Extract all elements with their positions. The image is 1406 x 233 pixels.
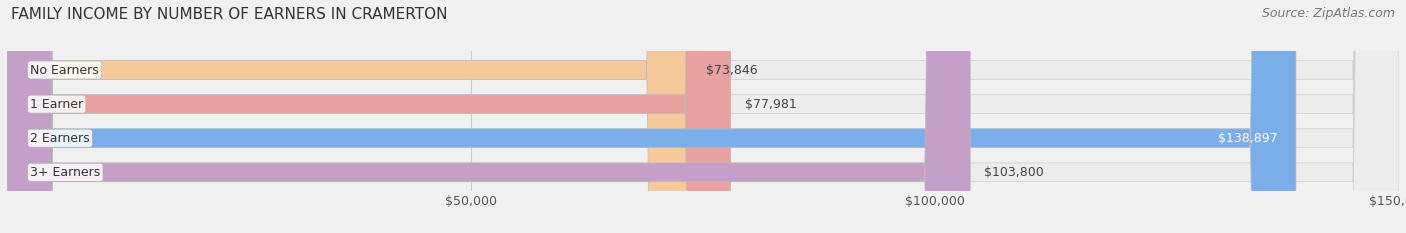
FancyBboxPatch shape	[7, 0, 692, 233]
Text: 3+ Earners: 3+ Earners	[31, 166, 100, 179]
Text: $138,897: $138,897	[1218, 132, 1278, 145]
Text: Source: ZipAtlas.com: Source: ZipAtlas.com	[1261, 7, 1395, 20]
FancyBboxPatch shape	[7, 0, 1399, 233]
Text: $73,846: $73,846	[706, 64, 758, 76]
FancyBboxPatch shape	[7, 0, 970, 233]
FancyBboxPatch shape	[7, 0, 731, 233]
Text: FAMILY INCOME BY NUMBER OF EARNERS IN CRAMERTON: FAMILY INCOME BY NUMBER OF EARNERS IN CR…	[11, 7, 447, 22]
Text: $77,981: $77,981	[745, 98, 796, 111]
Text: $103,800: $103,800	[984, 166, 1043, 179]
FancyBboxPatch shape	[7, 0, 1399, 233]
FancyBboxPatch shape	[7, 0, 1399, 233]
FancyBboxPatch shape	[7, 0, 1296, 233]
Text: 2 Earners: 2 Earners	[31, 132, 90, 145]
FancyBboxPatch shape	[7, 0, 1399, 233]
Text: No Earners: No Earners	[31, 64, 98, 76]
Text: 1 Earner: 1 Earner	[31, 98, 83, 111]
